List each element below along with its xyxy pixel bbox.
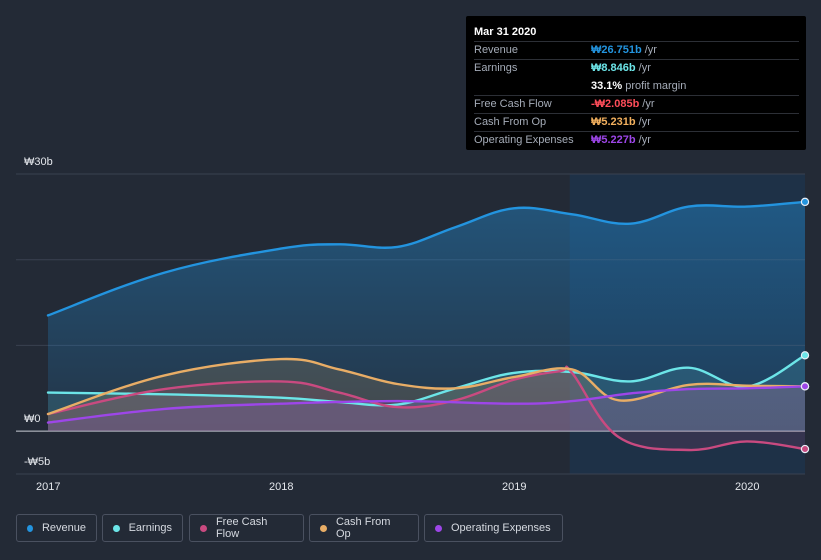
legend-dot-icon — [320, 524, 327, 532]
tooltip-label: Revenue — [474, 44, 519, 56]
legend-item-revenue[interactable]: Revenue — [16, 514, 97, 542]
free-cash-flow-end-marker — [800, 444, 810, 454]
free-cash-flow-line — [46, 365, 807, 452]
tooltip-row-opex: Operating Expenses ₩5.227b /yr — [474, 131, 799, 148]
y-tick-label-0: ₩0 — [24, 413, 41, 425]
tooltip: Mar 31 2020 Revenue ₩26.751b /yr Earning… — [466, 16, 806, 150]
cash-from-op-area — [48, 359, 805, 432]
legend-item-free-cash-flow[interactable]: Free Cash Flow — [189, 514, 304, 542]
x-tick-label-2019: 2019 — [502, 481, 527, 493]
tooltip-value: ₩26.751b — [591, 44, 642, 56]
tooltip-unit: /yr — [644, 44, 657, 56]
tooltip-label: Free Cash Flow — [474, 98, 552, 110]
tooltip-row-earnings: Earnings ₩8.846b /yr — [474, 59, 799, 76]
earnings-line — [46, 354, 807, 407]
tooltip-value: ₩5.227b — [591, 134, 636, 146]
legend-dot-icon — [27, 524, 33, 532]
operating-expenses-line — [46, 385, 807, 424]
y-tick-label-30: ₩30b — [24, 156, 53, 168]
cash-from-op-line — [46, 357, 807, 416]
operating-expenses-area — [48, 386, 805, 432]
earnings-end-marker — [800, 351, 810, 360]
revenue-area — [48, 201, 805, 432]
tooltip-row-fcf: Free Cash Flow -₩2.085b /yr — [474, 95, 799, 112]
tooltip-value: ₩5.231b — [591, 116, 636, 128]
legend-label: Operating Expenses — [451, 522, 551, 534]
operating-expenses-end-marker — [800, 382, 810, 391]
legend-item-cash-from-op[interactable]: Cash From Op — [309, 514, 419, 542]
tooltip-row-margin: 33.1% profit margin — [474, 77, 799, 94]
tooltip-unit: profit margin — [625, 80, 687, 92]
earnings-area — [48, 355, 805, 432]
tooltip-value: 33.1% — [591, 80, 623, 92]
x-tick-label-2020: 2020 — [735, 481, 760, 493]
tooltip-row-revenue: Revenue ₩26.751b /yr — [474, 41, 799, 58]
legend-label: Revenue — [41, 522, 86, 534]
tooltip-label: Cash From Op — [474, 116, 547, 128]
series-markers — [800, 197, 810, 454]
tooltip-unit: /yr — [642, 98, 655, 110]
legend-dot-icon — [200, 524, 207, 532]
legend-item-earnings[interactable]: Earnings — [102, 514, 183, 542]
series-areas — [48, 201, 805, 451]
tooltip-value: -₩2.085b — [591, 98, 640, 110]
revenue-end-marker — [800, 197, 810, 207]
tooltip-label: Earnings — [474, 62, 518, 74]
tooltip-unit: /yr — [638, 134, 651, 146]
legend-dot-icon — [435, 524, 442, 532]
legend-dot-icon — [113, 524, 120, 532]
revenue-line — [46, 200, 807, 317]
tooltip-row-cfo: Cash From Op ₩5.231b /yr — [474, 113, 799, 130]
tooltip-date: Mar 31 2020 — [474, 26, 537, 38]
legend-label: Earnings — [128, 522, 172, 534]
tooltip-unit: /yr — [638, 116, 651, 128]
tooltip-value: ₩8.846b — [591, 62, 636, 74]
tooltip-unit: /yr — [638, 62, 651, 74]
legend-item-operating-expenses[interactable]: Operating Expenses — [424, 514, 563, 542]
x-tick-label-2018: 2018 — [269, 481, 294, 493]
free-cash-flow-area — [48, 366, 805, 451]
tooltip-label: Operating Expenses — [474, 134, 574, 146]
series-lines — [46, 200, 807, 452]
x-tick-label-2017: 2017 — [36, 481, 61, 493]
y-tick-label-minus5: -₩5b — [24, 456, 51, 468]
legend-label: Free Cash Flow — [215, 516, 268, 540]
legend-label: Cash From Op — [335, 516, 391, 540]
